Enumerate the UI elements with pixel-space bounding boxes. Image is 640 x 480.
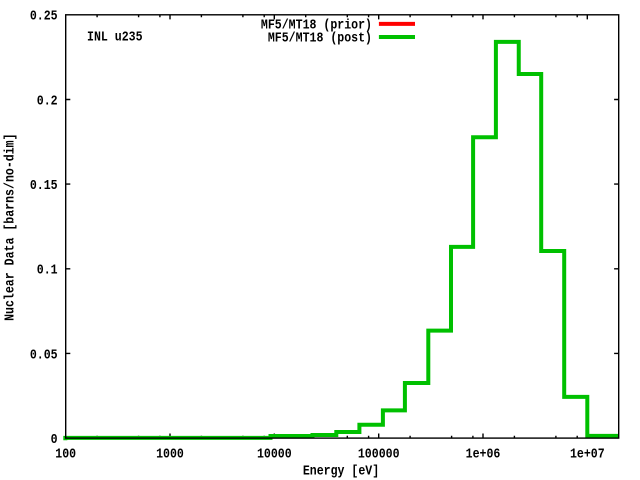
svg-text:1e+07: 1e+07 — [570, 447, 605, 462]
svg-text:MF5/MT18 (post): MF5/MT18 (post) — [268, 32, 372, 47]
svg-text:1000: 1000 — [156, 447, 184, 462]
svg-text:1e+06: 1e+06 — [466, 447, 501, 462]
svg-text:0: 0 — [51, 433, 58, 448]
svg-text:0.15: 0.15 — [30, 179, 58, 194]
svg-text:10000: 10000 — [257, 447, 292, 462]
svg-text:0.1: 0.1 — [37, 264, 58, 279]
svg-text:INL u235: INL u235 — [87, 30, 143, 45]
svg-text:Nuclear Data [barns/no-dim]: Nuclear Data [barns/no-dim] — [4, 133, 19, 320]
svg-text:0.2: 0.2 — [37, 94, 58, 109]
svg-text:100000: 100000 — [358, 447, 400, 462]
svg-text:Energy [eV]: Energy [eV] — [303, 464, 379, 479]
svg-text:0.05: 0.05 — [30, 348, 58, 363]
svg-text:100: 100 — [55, 447, 76, 462]
svg-text:MF5/MT18 (prior): MF5/MT18 (prior) — [261, 19, 372, 34]
svg-text:0.25: 0.25 — [30, 10, 58, 25]
